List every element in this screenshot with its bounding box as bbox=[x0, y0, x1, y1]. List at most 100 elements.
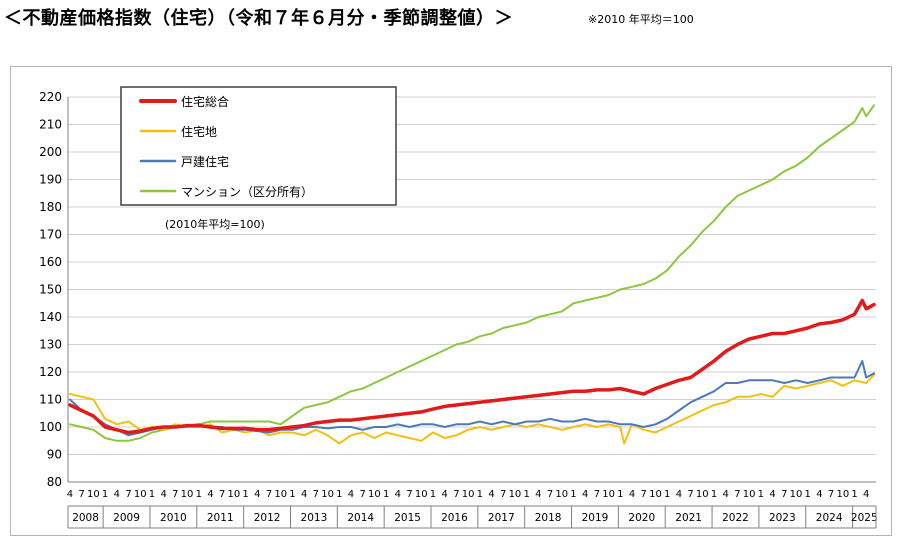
x-tick-label: 4 bbox=[582, 489, 588, 500]
x-tick-label: 1 bbox=[289, 489, 295, 500]
x-tick-label: 4 bbox=[769, 489, 775, 500]
x-tick-label: 4 bbox=[301, 489, 307, 500]
y-tick-label: 150 bbox=[39, 283, 62, 297]
y-tick-label: 90 bbox=[47, 448, 62, 462]
x-tick-label: 1 bbox=[336, 489, 342, 500]
legend-label: 住宅地 bbox=[181, 124, 217, 139]
x-tick-label: 10 bbox=[696, 489, 709, 500]
x-tick-label: 7 bbox=[734, 489, 740, 500]
x-tick-label: 10 bbox=[181, 489, 194, 500]
year-label: 2014 bbox=[347, 512, 374, 524]
x-tick-label: 1 bbox=[196, 489, 202, 500]
x-tick-label: 4 bbox=[629, 489, 635, 500]
x-tick-label: 1 bbox=[805, 489, 811, 500]
series-line bbox=[68, 298, 876, 435]
y-tick-label: 180 bbox=[39, 200, 62, 214]
x-tick-label: 1 bbox=[711, 489, 717, 500]
x-tick-label: 4 bbox=[676, 489, 682, 500]
year-label: 2024 bbox=[816, 512, 843, 524]
x-tick-label: 10 bbox=[555, 489, 568, 500]
x-tick-label: 1 bbox=[383, 489, 389, 500]
y-tick-label: 160 bbox=[39, 255, 62, 269]
x-tick-label: 7 bbox=[500, 489, 506, 500]
x-tick-label: 10 bbox=[462, 489, 475, 500]
x-tick-label: 1 bbox=[149, 489, 155, 500]
x-tick-label: 4 bbox=[816, 489, 822, 500]
x-tick-label: 7 bbox=[360, 489, 366, 500]
x-tick-label: 10 bbox=[415, 489, 428, 500]
legend-box bbox=[120, 86, 397, 206]
y-tick-label: 100 bbox=[39, 420, 62, 434]
x-tick-label: 4 bbox=[348, 489, 354, 500]
x-tick-label: 10 bbox=[743, 489, 756, 500]
x-tick-label: 1 bbox=[758, 489, 764, 500]
series-line bbox=[69, 104, 875, 442]
year-label: 2023 bbox=[769, 512, 796, 524]
x-tick-label: 7 bbox=[547, 489, 553, 500]
x-tick-label: 10 bbox=[134, 489, 147, 500]
x-tick-label: 7 bbox=[453, 489, 459, 500]
x-tick-label: 10 bbox=[87, 489, 100, 500]
year-label: 2009 bbox=[113, 512, 140, 524]
x-tick-label: 4 bbox=[114, 489, 120, 500]
x-tick-label: 4 bbox=[67, 489, 73, 500]
x-tick-label: 1 bbox=[617, 489, 623, 500]
x-tick-label: 1 bbox=[570, 489, 576, 500]
y-tick-label: 190 bbox=[39, 173, 62, 187]
year-label: 2015 bbox=[394, 512, 421, 524]
x-tick-label: 1 bbox=[430, 489, 436, 500]
x-tick-label: 7 bbox=[78, 489, 84, 500]
x-tick-label: 4 bbox=[254, 489, 260, 500]
year-label: 2010 bbox=[160, 512, 187, 524]
y-tick-label: 200 bbox=[39, 145, 62, 159]
x-tick-label: 1 bbox=[851, 489, 857, 500]
year-label: 2021 bbox=[675, 512, 702, 524]
base-year-note: ※2010 年平均＝100 bbox=[588, 13, 694, 26]
y-tick-label: 220 bbox=[39, 90, 62, 104]
year-label: 2016 bbox=[441, 512, 468, 524]
x-tick-label: 7 bbox=[406, 489, 412, 500]
x-tick-label: 10 bbox=[602, 489, 615, 500]
x-tick-label: 7 bbox=[781, 489, 787, 500]
y-tick-label: 110 bbox=[39, 393, 62, 407]
year-label: 2013 bbox=[301, 512, 328, 524]
x-tick-label: 4 bbox=[160, 489, 166, 500]
x-tick-label: 1 bbox=[102, 489, 108, 500]
year-label: 2019 bbox=[582, 512, 609, 524]
x-tick-label: 10 bbox=[228, 489, 241, 500]
y-tick-label: 140 bbox=[39, 310, 62, 324]
year-label: 2022 bbox=[722, 512, 749, 524]
chart-frame bbox=[10, 66, 892, 536]
x-tick-label: 4 bbox=[535, 489, 541, 500]
x-tick-label: 7 bbox=[828, 489, 834, 500]
x-tick-label: 7 bbox=[687, 489, 693, 500]
x-tick-label: 7 bbox=[313, 489, 319, 500]
y-tick-label: 170 bbox=[39, 228, 62, 242]
page-title: ＜不動産価格指数（住宅）（令和７年６月分・季節調整値）＞ bbox=[4, 8, 513, 29]
x-tick-label: 10 bbox=[321, 489, 334, 500]
x-tick-label: 1 bbox=[477, 489, 483, 500]
x-tick-label: 7 bbox=[641, 489, 647, 500]
year-label: 2011 bbox=[207, 512, 234, 524]
y-tick-label: 120 bbox=[39, 365, 62, 379]
x-tick-label: 10 bbox=[836, 489, 849, 500]
inner-note: (2010年平均=100) bbox=[165, 217, 265, 231]
x-tick-label: 1 bbox=[664, 489, 670, 500]
x-tick-label: 4 bbox=[441, 489, 447, 500]
x-tick-label: 4 bbox=[207, 489, 213, 500]
year-label: 2008 bbox=[72, 512, 99, 524]
x-tick-label: 10 bbox=[274, 489, 287, 500]
x-tick-label: 4 bbox=[723, 489, 729, 500]
x-tick-label: 4 bbox=[863, 489, 869, 500]
x-tick-label: 10 bbox=[509, 489, 522, 500]
year-label: 2025 bbox=[851, 512, 878, 524]
y-tick-label: 80 bbox=[47, 475, 62, 489]
year-label: 2017 bbox=[488, 512, 515, 524]
year-label: 2012 bbox=[254, 512, 281, 524]
series-line bbox=[69, 373, 875, 445]
x-tick-label: 10 bbox=[649, 489, 662, 500]
legend-label: マンション（区分所有） bbox=[181, 185, 313, 199]
legend-label: 住宅総合 bbox=[181, 94, 229, 109]
x-tick-label: 4 bbox=[488, 489, 494, 500]
